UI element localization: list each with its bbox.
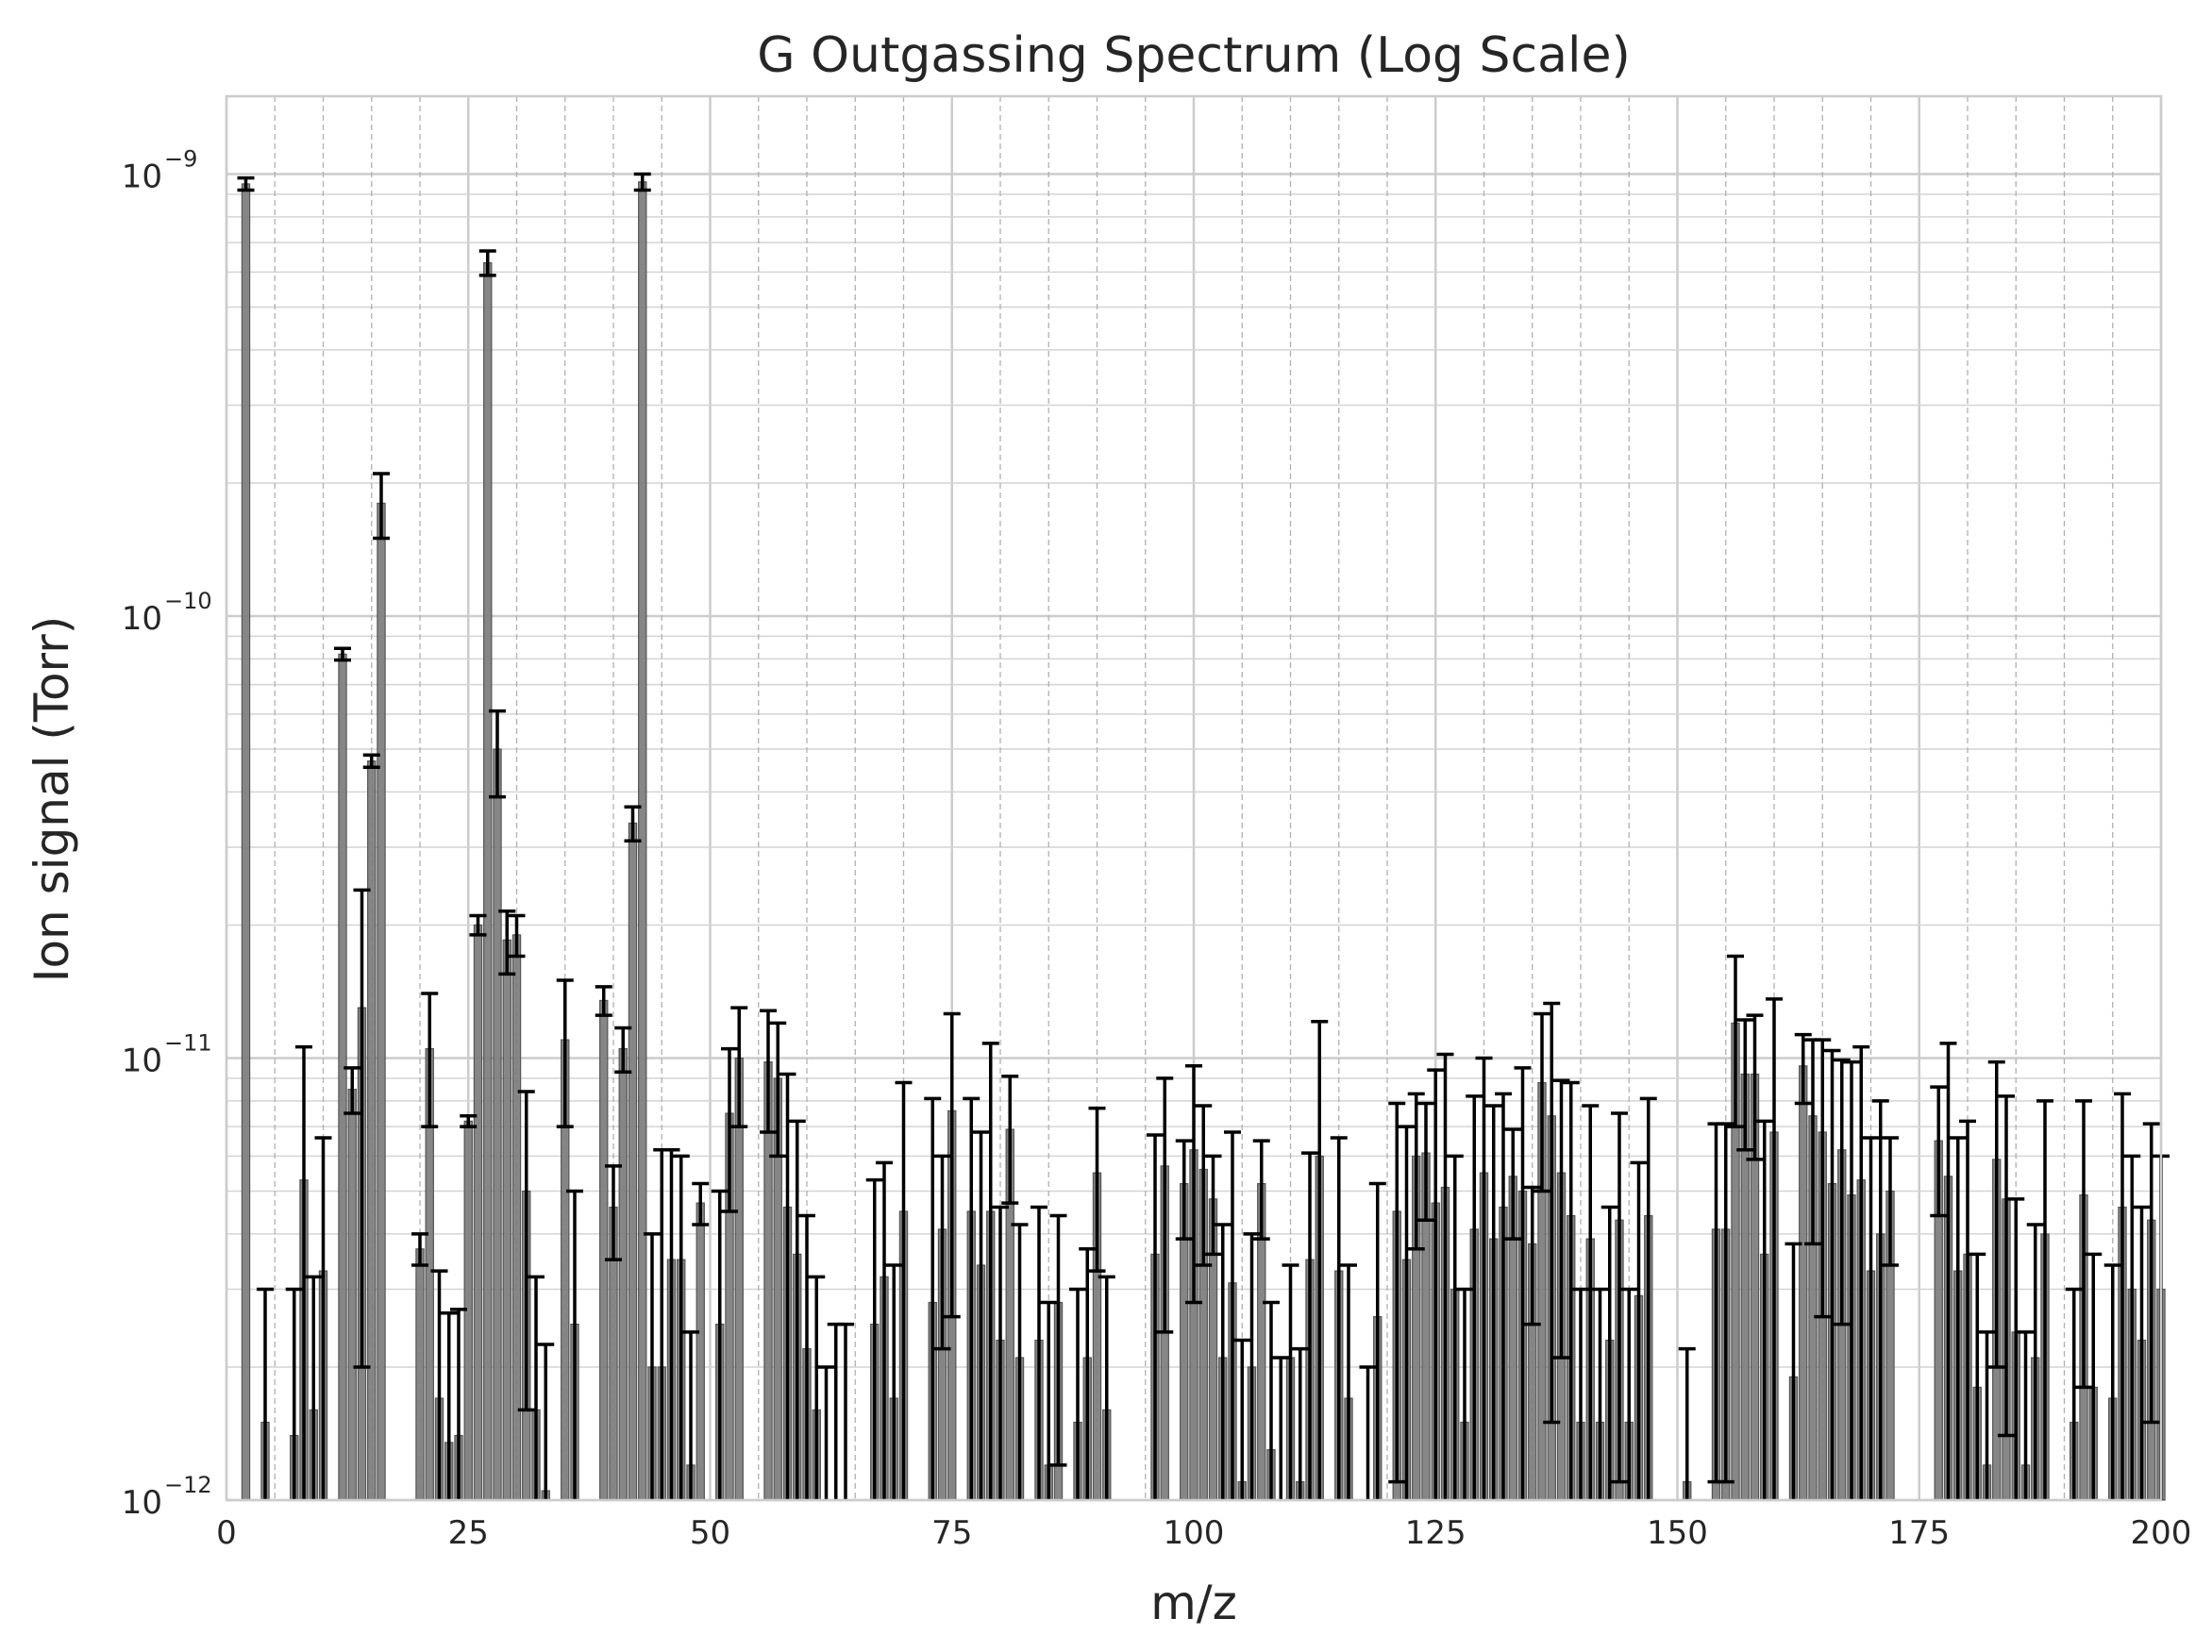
bar bbox=[599, 999, 609, 1501]
x-axis-label: m/z bbox=[1150, 1576, 1237, 1630]
y-tick-exponent: −11 bbox=[164, 1029, 212, 1056]
x-tick-label: 100 bbox=[1164, 1514, 1225, 1552]
bar bbox=[347, 1088, 357, 1501]
x-tick-label: 75 bbox=[931, 1514, 972, 1552]
x-tick-label: 200 bbox=[2131, 1514, 2192, 1552]
bar bbox=[483, 261, 493, 1501]
bar bbox=[1799, 1065, 1808, 1501]
bar bbox=[415, 1248, 425, 1501]
y-tick-label: 10 bbox=[122, 1042, 162, 1079]
bar bbox=[493, 748, 502, 1501]
y-tick-exponent: −10 bbox=[164, 588, 212, 614]
y-tick-label: 10 bbox=[122, 1484, 162, 1522]
bar bbox=[695, 1202, 705, 1501]
x-tick-label: 175 bbox=[1888, 1514, 1950, 1552]
x-tick-label: 0 bbox=[216, 1514, 237, 1552]
plot-frame bbox=[225, 94, 2163, 1502]
y-tick-label: 10 bbox=[122, 158, 162, 195]
bar bbox=[618, 1047, 628, 1501]
y-tick-exponent: −9 bbox=[164, 145, 197, 172]
bar bbox=[511, 934, 522, 1501]
x-tick-label: 150 bbox=[1647, 1514, 1708, 1552]
bar bbox=[338, 653, 347, 1501]
x-tick-label: 125 bbox=[1405, 1514, 1466, 1552]
chart-title: G Outgassing Spectrum (Log Scale) bbox=[757, 27, 1631, 84]
bar bbox=[377, 502, 386, 1501]
x-tick-label: 50 bbox=[690, 1514, 730, 1552]
x-tick-label: 25 bbox=[448, 1514, 489, 1552]
bar bbox=[628, 822, 638, 1501]
y-tick-exponent: −12 bbox=[164, 1472, 212, 1498]
bar bbox=[502, 939, 511, 1501]
error-bars bbox=[237, 172, 2170, 1500]
bar bbox=[473, 924, 483, 1501]
y-tick-label: 10 bbox=[122, 600, 162, 638]
y-axis-label: Ion signal (Torr) bbox=[25, 616, 79, 983]
bar bbox=[241, 183, 251, 1501]
bar bbox=[367, 760, 377, 1501]
x-tick-labels: 0 25 50 75 100 125 150 175 200 bbox=[216, 1514, 2191, 1552]
